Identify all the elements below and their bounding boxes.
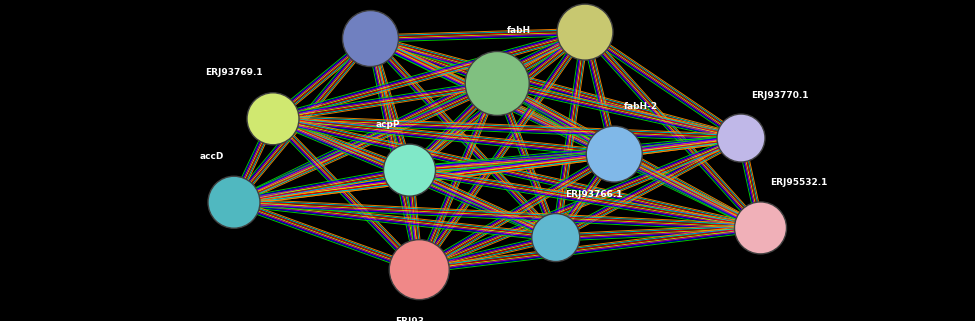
Circle shape — [342, 11, 399, 66]
Text: ERJ93: ERJ93 — [395, 317, 424, 321]
Text: ERJ93769.1: ERJ93769.1 — [206, 68, 263, 77]
Text: fabH-2: fabH-2 — [624, 102, 658, 111]
Circle shape — [208, 176, 260, 228]
Text: fabH: fabH — [507, 26, 531, 35]
Text: accD: accD — [200, 152, 224, 161]
Circle shape — [586, 126, 643, 182]
Text: ERJ95532.1: ERJ95532.1 — [770, 178, 828, 187]
Circle shape — [247, 93, 299, 145]
Circle shape — [383, 144, 436, 196]
Circle shape — [389, 240, 449, 299]
Text: ERJ93770.1: ERJ93770.1 — [751, 91, 808, 100]
Circle shape — [717, 114, 765, 162]
Circle shape — [557, 4, 613, 60]
Text: ERJ93766.1: ERJ93766.1 — [566, 190, 623, 199]
Circle shape — [734, 202, 787, 254]
Circle shape — [531, 213, 580, 262]
Text: acpP: acpP — [375, 120, 400, 129]
Circle shape — [465, 51, 529, 116]
